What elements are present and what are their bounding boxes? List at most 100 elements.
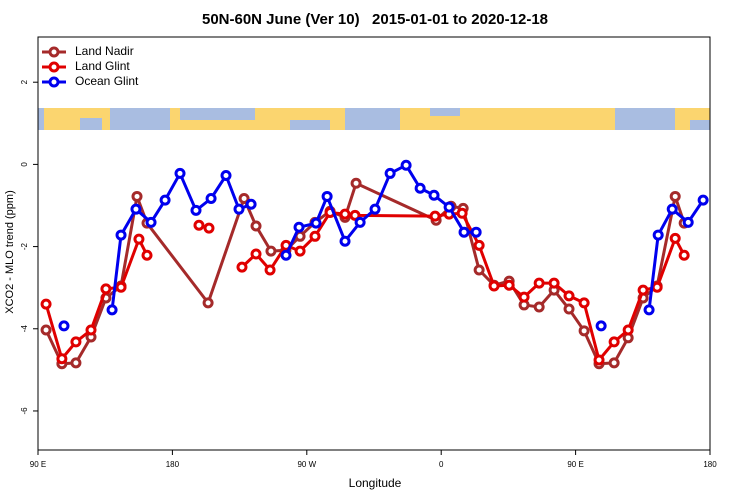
point	[563, 290, 575, 302]
point	[458, 226, 470, 238]
point	[637, 284, 649, 296]
point	[250, 220, 262, 232]
point	[369, 203, 381, 215]
point	[470, 226, 482, 238]
point	[608, 336, 620, 348]
point	[384, 167, 396, 179]
point	[473, 239, 485, 251]
legend-marker	[48, 46, 60, 58]
point	[133, 233, 145, 245]
point	[280, 249, 292, 261]
point	[131, 190, 143, 202]
point	[202, 297, 214, 309]
point	[58, 320, 70, 332]
plot-frame	[37, 36, 711, 451]
y-tick-label: -6	[20, 407, 29, 415]
point	[548, 277, 560, 289]
point	[682, 216, 694, 228]
point	[669, 190, 681, 202]
point	[595, 320, 607, 332]
point	[678, 249, 690, 261]
legend-marker	[48, 76, 60, 88]
point	[533, 301, 545, 313]
point	[643, 304, 655, 316]
point	[294, 245, 306, 257]
point	[106, 304, 118, 316]
legend-marker	[48, 61, 60, 73]
y-tick-label: 0	[20, 162, 29, 167]
y-tick-label: -4	[20, 325, 29, 333]
y-tick-label: -2	[20, 242, 29, 250]
point	[310, 217, 322, 229]
point	[85, 324, 97, 336]
point	[203, 222, 215, 234]
point	[488, 280, 500, 292]
point	[265, 245, 277, 257]
point	[238, 193, 250, 205]
point	[245, 198, 257, 210]
x-tick-label: 180	[703, 460, 717, 469]
point	[443, 201, 455, 213]
point	[518, 291, 530, 303]
x-tick-label: 90 W	[297, 460, 316, 469]
point	[100, 283, 112, 295]
x-tick-label: 90 E	[30, 460, 46, 469]
point	[666, 203, 678, 215]
legend-label: Land Nadir	[75, 44, 134, 58]
point	[40, 298, 52, 310]
point	[205, 193, 217, 205]
point	[115, 281, 127, 293]
point	[40, 324, 52, 336]
point	[456, 207, 468, 219]
point	[250, 248, 262, 260]
point	[141, 249, 153, 261]
point	[429, 210, 441, 222]
point	[400, 159, 412, 171]
point	[70, 357, 82, 369]
series-line	[44, 181, 686, 366]
point	[264, 264, 276, 276]
point	[190, 204, 202, 216]
point	[652, 229, 664, 241]
y-tick-label: 2	[20, 79, 29, 84]
legend-label: Land Glint	[75, 59, 130, 73]
point	[593, 354, 605, 366]
x-tick-label: 90 E	[567, 460, 583, 469]
point	[115, 229, 127, 241]
point	[321, 190, 333, 202]
point	[578, 297, 590, 309]
point	[236, 261, 248, 273]
point	[350, 177, 362, 189]
chart-title: 50N-60N June (Ver 10) 2015-01-01 to 2020…	[202, 11, 548, 28]
point	[533, 277, 545, 289]
legend-label: Ocean Glint	[75, 74, 139, 88]
x-axis-label: Longitude	[349, 476, 402, 490]
point	[56, 353, 68, 365]
map-strip	[38, 108, 710, 130]
x-tick-label: 180	[166, 460, 180, 469]
point	[339, 235, 351, 247]
point	[354, 216, 366, 228]
point	[651, 281, 663, 293]
point	[145, 216, 157, 228]
series-line	[110, 163, 705, 311]
point	[578, 325, 590, 337]
point	[233, 203, 245, 215]
point	[428, 189, 440, 201]
y-axis-label: XCO2 - MLO trend (ppm)	[4, 190, 16, 313]
point	[159, 194, 171, 206]
point	[174, 167, 186, 179]
point	[70, 336, 82, 348]
point	[339, 208, 351, 220]
point	[697, 194, 709, 206]
point	[293, 221, 305, 233]
point	[622, 324, 634, 336]
point	[130, 203, 142, 215]
point	[193, 219, 205, 231]
x-tick-label: 0	[439, 460, 444, 469]
point	[414, 182, 426, 194]
point	[473, 264, 485, 276]
point	[349, 209, 361, 221]
point	[563, 303, 575, 315]
